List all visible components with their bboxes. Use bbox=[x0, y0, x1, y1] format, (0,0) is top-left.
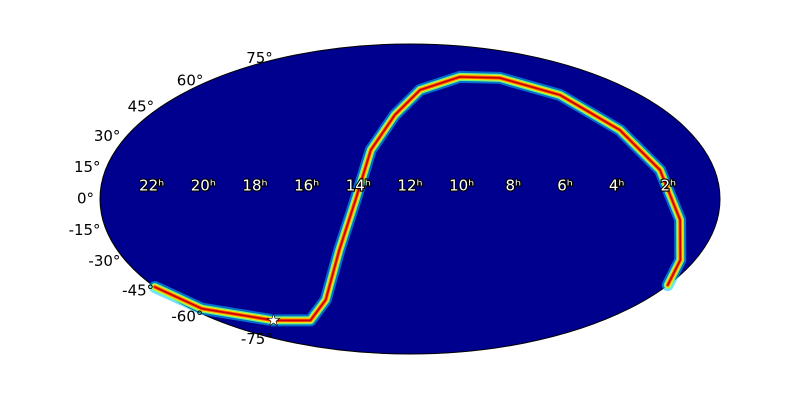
y-tick-label: 0° bbox=[77, 190, 94, 208]
x-tick-label: 14ʰ bbox=[346, 177, 371, 195]
x-tick-label: 2ʰ bbox=[661, 177, 677, 195]
y-tick-label: -30° bbox=[88, 252, 120, 270]
x-tick-label: 22ʰ bbox=[139, 177, 164, 195]
sky-background bbox=[99, 43, 721, 355]
x-tick-label: 16ʰ bbox=[294, 177, 319, 195]
y-tick-label: -45° bbox=[122, 281, 154, 299]
axis-labels: 75° 60° 45° 30° 15° 0° -15° -30°-45° -60° -75° 22ʰ… bbox=[69, 49, 678, 348]
y-tick-label: -60° bbox=[171, 308, 203, 326]
x-tick-label: 6ʰ bbox=[557, 177, 573, 195]
y-tick-label: 60° bbox=[177, 71, 204, 89]
y-tick-label: 45° bbox=[128, 98, 155, 116]
y-tick-label: 30° bbox=[94, 127, 121, 145]
x-tick-label: 18ʰ bbox=[242, 177, 267, 195]
x-tick-label: 8ʰ bbox=[506, 177, 522, 195]
x-tick-label: 10ʰ bbox=[449, 177, 474, 195]
y-tick-label: 15° bbox=[74, 158, 101, 176]
y-tick-label: -75° bbox=[241, 330, 273, 348]
y-tick-label: 75° bbox=[246, 49, 273, 67]
y-tick-label: -15° bbox=[69, 221, 101, 239]
event-marker bbox=[266, 312, 281, 327]
x-tick-label: 4ʰ bbox=[609, 177, 625, 195]
x-tick-label: 12ʰ bbox=[397, 177, 422, 195]
probability-ridge bbox=[154, 76, 682, 322]
x-tick-label: 20ʰ bbox=[191, 177, 216, 195]
probability-band bbox=[148, 70, 687, 327]
